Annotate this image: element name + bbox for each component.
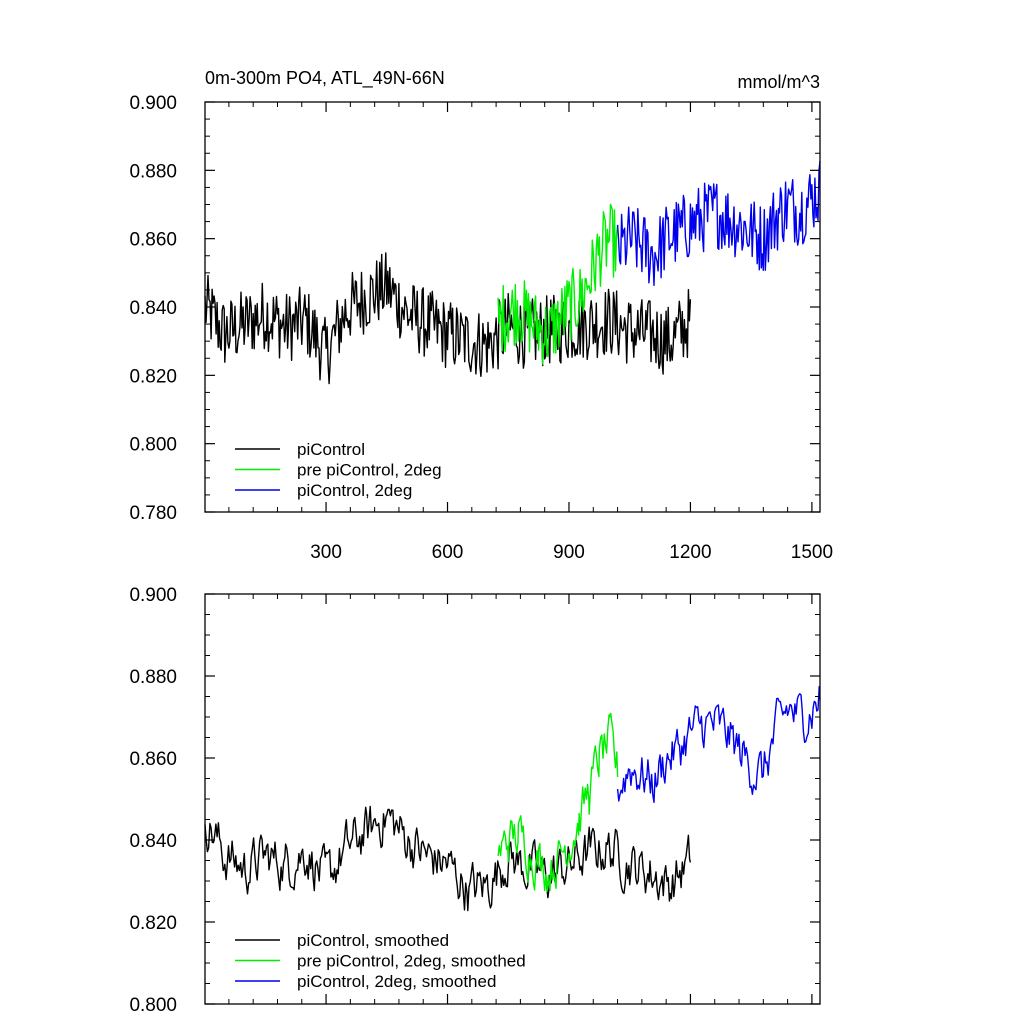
legend-entry-0: piControl xyxy=(297,440,365,459)
legend-entry-0: piControl, smoothed xyxy=(297,931,449,950)
plot-frame xyxy=(204,593,821,1005)
y-tick-label: 0.800 xyxy=(129,435,177,456)
ticks-group: 0.800 0.820 0.840 0.860 0.880 0.900 xyxy=(129,585,820,1016)
y-tick-label: 0.820 xyxy=(129,366,177,387)
legend: piControl, smoothed pre piControl, 2deg, … xyxy=(235,931,526,991)
series-line-1 xyxy=(497,203,619,365)
y-tick-label: 0.860 xyxy=(129,749,177,770)
y-tick-label: 0.840 xyxy=(129,831,177,852)
y-tick-label: 0.880 xyxy=(129,161,177,182)
y-tick-label: 0.780 xyxy=(129,503,177,524)
series-group xyxy=(204,161,821,385)
y-tick-label: 0.840 xyxy=(129,298,177,319)
y-tick-label: 0.860 xyxy=(129,230,177,251)
legend-entry-1: pre piControl, 2deg xyxy=(297,461,442,480)
legend-entry-2: piControl, 2deg, smoothed xyxy=(297,972,496,991)
y-tick-label: 0.880 xyxy=(129,667,177,688)
x-tick-label: 900 xyxy=(553,542,585,563)
plot-frame xyxy=(204,101,821,513)
units-label: mmol/m^3 xyxy=(738,72,820,92)
chart-title: 0m-300m PO4, ATL_49N-66N xyxy=(205,68,445,89)
ticks-group: 0.780 0.800 0.820 0.840 0.860 0.880 0.900 300 60… xyxy=(129,93,833,563)
x-tick-label: 600 xyxy=(432,542,464,563)
bottom-panel: 0.800 0.820 0.840 0.860 0.880 0.900 piControl… xyxy=(129,585,821,1016)
series-group xyxy=(204,686,821,912)
y-tick-label: 0.900 xyxy=(129,585,177,606)
series-line-0 xyxy=(204,252,692,385)
series-line-0 xyxy=(204,805,692,912)
series-line-2 xyxy=(616,161,821,286)
legend-entry-2: piControl, 2deg xyxy=(297,481,412,500)
x-tick-label: 300 xyxy=(310,542,342,563)
y-tick-label: 0.900 xyxy=(129,93,177,114)
top-panel: 0m-300m PO4, ATL_49N-66N mmol/m^3 0.7800… xyxy=(129,68,833,563)
series-line-2 xyxy=(616,686,821,803)
y-tick-label: 0.820 xyxy=(129,913,177,934)
legend-entry-1: pre piControl, 2deg, smoothed xyxy=(297,952,526,971)
series-line-1 xyxy=(497,712,619,892)
x-tick-label: 1500 xyxy=(791,542,833,563)
y-tick-label: 0.800 xyxy=(129,995,177,1016)
x-tick-label: 1200 xyxy=(669,542,711,563)
